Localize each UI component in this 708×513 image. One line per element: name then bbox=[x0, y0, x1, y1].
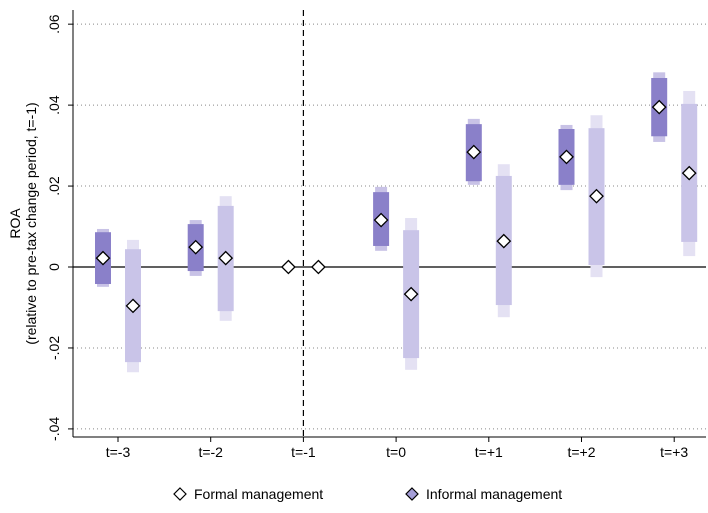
x-tick-label: t=-3 bbox=[106, 444, 131, 460]
y-tick-label: .04 bbox=[46, 95, 62, 115]
legend-label: Informal management bbox=[426, 486, 562, 502]
point bbox=[218, 250, 234, 266]
point bbox=[651, 99, 667, 115]
point bbox=[188, 239, 204, 255]
point bbox=[403, 286, 419, 302]
y-axis-title: (relative to pre-tax change period, t=-1… bbox=[23, 102, 39, 344]
point bbox=[373, 212, 389, 228]
y-tick-label: -.04 bbox=[46, 417, 62, 441]
point bbox=[496, 233, 512, 249]
point bbox=[589, 188, 604, 204]
legend-marker bbox=[405, 487, 419, 501]
x-tick-label: t=+1 bbox=[475, 444, 503, 460]
y-tick-label: .06 bbox=[46, 14, 62, 34]
y-tick-label: -.02 bbox=[46, 336, 62, 360]
x-tick-label: t=+3 bbox=[660, 444, 688, 460]
legend-label: Formal management bbox=[194, 486, 323, 502]
y-tick-label: 0 bbox=[46, 263, 62, 271]
point bbox=[310, 259, 326, 275]
point bbox=[280, 259, 296, 275]
point bbox=[95, 250, 111, 266]
point bbox=[466, 144, 482, 160]
point bbox=[681, 165, 697, 181]
x-tick-label: t=-1 bbox=[291, 444, 316, 460]
x-tick-label: t=+2 bbox=[567, 444, 595, 460]
legend-marker bbox=[173, 487, 187, 501]
x-tick-label: t=0 bbox=[386, 444, 406, 460]
y-tick-label: .02 bbox=[46, 176, 62, 196]
point bbox=[559, 149, 574, 165]
y-axis-title: ROA bbox=[7, 208, 23, 239]
point bbox=[125, 298, 141, 314]
x-tick-label: t=-2 bbox=[198, 444, 223, 460]
